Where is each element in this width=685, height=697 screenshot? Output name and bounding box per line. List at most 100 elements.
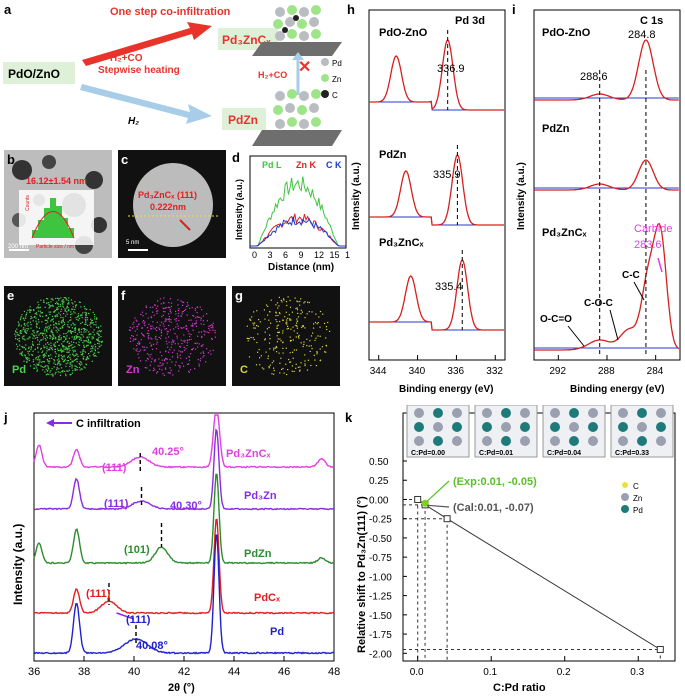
map-dot — [72, 322, 74, 324]
map-dot — [82, 327, 84, 330]
c1s-xticks: 292 288 284 — [549, 355, 664, 377]
map-dot — [43, 301, 45, 303]
xrd-peak-pdcx: (111) — [86, 588, 111, 600]
map-dot — [91, 347, 93, 349]
map-dot — [273, 360, 275, 362]
map-dot — [95, 355, 97, 357]
map-dot — [45, 335, 48, 337]
structure-atom — [452, 408, 462, 418]
map-dot — [29, 365, 32, 367]
map-dot — [166, 307, 168, 309]
map-dot — [63, 345, 65, 347]
map-dot — [164, 328, 166, 330]
map-dot — [37, 357, 39, 359]
map-dot — [52, 299, 54, 301]
map-dot — [45, 326, 47, 328]
map-dot — [177, 327, 179, 330]
map-dot — [50, 311, 52, 313]
bottom-lattice — [273, 89, 321, 129]
map-dot — [309, 340, 311, 342]
map-dot — [74, 338, 77, 340]
map-c-label: C — [240, 364, 248, 376]
map-dot — [287, 325, 289, 327]
eds-pd-line — [250, 176, 346, 247]
map-dot — [46, 302, 48, 304]
map-dot — [210, 327, 212, 329]
map-dot — [44, 366, 46, 368]
map-dot — [55, 337, 57, 339]
map-dot — [52, 333, 54, 335]
cross-label: H₂+CO — [258, 70, 287, 80]
map-dot — [166, 333, 168, 335]
map-dot — [80, 351, 82, 353]
map-dot — [99, 331, 101, 333]
map-dot — [307, 359, 309, 361]
map-dot — [82, 358, 85, 360]
map-dot — [34, 315, 36, 318]
map-dot — [152, 321, 154, 323]
shift-chart: C:Pd=0.00 C:Pd=0.01 C:Pd=0.04 C:Pd=0.33 0.5… — [356, 405, 676, 694]
map-dot — [22, 347, 24, 349]
map-dot — [198, 331, 200, 333]
map-dot — [101, 341, 103, 343]
map-dot — [62, 318, 64, 320]
map-dot — [68, 345, 70, 347]
map-dot — [76, 318, 78, 321]
map-dot — [41, 321, 43, 323]
map-dot — [200, 317, 202, 319]
map-dot — [50, 354, 52, 356]
map-dot — [192, 314, 194, 317]
map-dot — [77, 333, 79, 335]
map-dot — [45, 368, 47, 370]
eds-c-line — [250, 216, 346, 247]
map-dot — [23, 335, 25, 337]
structure-atom — [656, 422, 666, 432]
map-dot — [273, 367, 275, 369]
map-dot — [306, 345, 308, 347]
coc-arrow — [609, 309, 619, 341]
map-dot — [324, 351, 326, 353]
map-dot — [187, 339, 189, 341]
map-dot — [43, 299, 45, 301]
map-dot — [286, 319, 288, 321]
map-dot — [81, 328, 83, 330]
map-dot — [163, 297, 165, 299]
map-dot — [319, 310, 322, 313]
map-dot — [92, 336, 94, 338]
map-dot — [57, 361, 60, 363]
map-dot — [92, 347, 94, 350]
c1s-xtick: 292 — [549, 366, 566, 377]
pd3d-fit — [369, 154, 504, 226]
map-dot — [50, 336, 52, 338]
map-dot — [70, 313, 72, 316]
map-dot — [26, 312, 28, 314]
map-dot — [247, 337, 249, 339]
map-dot — [67, 310, 69, 312]
map-dot — [42, 334, 44, 336]
map-dot — [42, 332, 44, 335]
red-arrow — [82, 22, 212, 66]
map-dot — [53, 324, 55, 326]
map-dot — [149, 342, 151, 344]
map-dot — [172, 328, 175, 330]
map-dot — [97, 348, 99, 350]
map-dot — [32, 334, 34, 336]
map-dot — [162, 307, 164, 309]
bottom-product-label: PdZn — [228, 113, 258, 127]
up-arrow-head — [292, 52, 304, 60]
map-dot — [304, 327, 306, 329]
map-dot — [147, 358, 149, 360]
map-dot — [152, 370, 154, 372]
map-dot — [34, 348, 36, 351]
map-dot — [15, 335, 17, 337]
legend-zn-dot — [321, 74, 329, 82]
map-dot — [19, 330, 22, 332]
map-dot — [72, 308, 74, 310]
map-dot — [186, 328, 188, 330]
map-dot — [62, 369, 64, 372]
map-dot — [58, 336, 61, 338]
map-dot — [203, 330, 205, 332]
map-dot — [152, 306, 154, 308]
map-dot — [315, 313, 317, 315]
map-dot — [75, 353, 77, 355]
